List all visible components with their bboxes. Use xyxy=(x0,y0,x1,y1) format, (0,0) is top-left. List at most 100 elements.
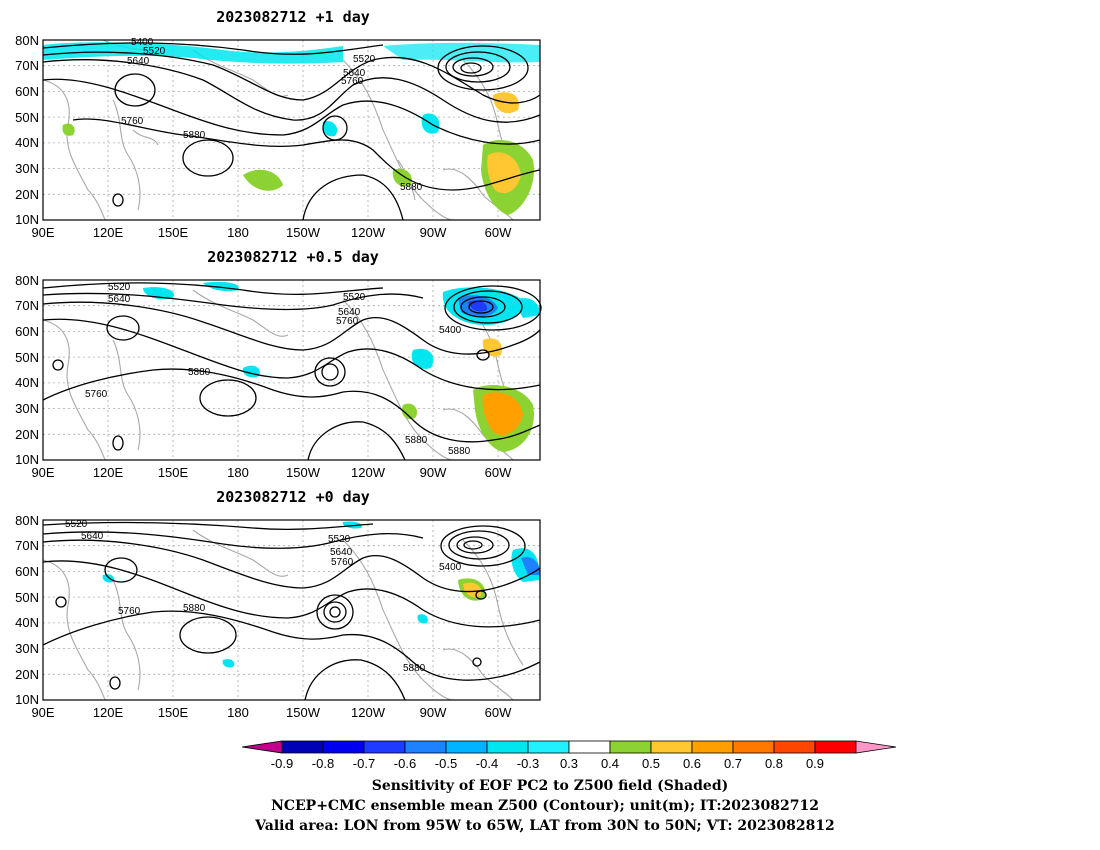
lon-tick: 180 xyxy=(227,705,249,720)
colorbar-box xyxy=(322,740,365,754)
contour-label: 5520 xyxy=(143,46,166,57)
lat-tick: 80N xyxy=(15,33,39,48)
map-frame xyxy=(42,519,541,701)
colorbar-box xyxy=(609,740,652,754)
panel-plus-0-day: 2023082712 +0 day xyxy=(15,488,541,720)
caption-line-1: Sensitivity of EOF PC2 to Z500 field (Sh… xyxy=(372,778,728,794)
lon-tick: 150E xyxy=(158,465,189,480)
contour-label: 5640 xyxy=(338,307,361,318)
colorbar-box xyxy=(732,740,775,754)
lon-tick: 120E xyxy=(93,465,124,480)
map-area: 5400 5520 5640 5520 5640 5760 5760 5880 … xyxy=(42,37,541,221)
lon-ticks: 90E 120E 150E 180 150W 120W 90W 60W xyxy=(31,705,512,720)
colorbar-box xyxy=(650,740,693,754)
lat-tick: 60N xyxy=(15,324,39,339)
colorbar-label: 0.3 xyxy=(560,756,578,771)
colorbar-label: -0.7 xyxy=(353,756,375,771)
colorbar-box xyxy=(404,740,447,754)
contour-label: 5880 xyxy=(448,446,471,457)
panel-plus-1-day: 2023082712 +1 day xyxy=(15,8,541,240)
lat-tick: 80N xyxy=(15,273,39,288)
colorbar-label: -0.9 xyxy=(271,756,293,771)
colorbar-box xyxy=(568,740,611,754)
sensitivity-shading xyxy=(43,42,540,215)
lat-tick: 80N xyxy=(15,513,39,528)
colorbar-box xyxy=(363,740,406,754)
panel-plus-0-5-day: 2023082712 +0.5 day xyxy=(15,248,542,480)
lat-tick: 40N xyxy=(15,375,39,390)
lon-tick: 120W xyxy=(351,705,386,720)
lat-tick: 70N xyxy=(15,298,39,313)
lat-tick: 30N xyxy=(15,161,39,176)
contour-label: 5880 xyxy=(183,603,206,614)
coastlines xyxy=(42,529,524,701)
lon-tick: 120E xyxy=(93,705,124,720)
colorbar-box xyxy=(527,740,570,754)
lon-tick: 90W xyxy=(420,705,447,720)
contour-label: 5880 xyxy=(400,182,423,193)
contour-label: 5760 xyxy=(85,389,108,400)
colorbar-label: 0.7 xyxy=(724,756,742,771)
contour-label: 5640 xyxy=(81,531,104,542)
lon-tick: 150W xyxy=(286,705,321,720)
map-area: 5520 5640 5520 5640 5760 5400 5760 5880 … xyxy=(42,519,541,701)
panel-title: 2023082712 +0.5 day xyxy=(207,248,379,266)
colorbar-box xyxy=(445,740,488,754)
lon-tick: 90W xyxy=(420,465,447,480)
contour-label: 5400 xyxy=(439,325,462,336)
lat-tick: 10N xyxy=(15,452,39,467)
map-background xyxy=(43,40,540,220)
panel-title: 2023082712 +0 day xyxy=(216,488,370,506)
lon-ticks: 90E 120E 150E 180 150W 120W 90W 60W xyxy=(31,465,512,480)
contour-label: 5880 xyxy=(188,367,211,378)
lon-tick: 180 xyxy=(227,465,249,480)
lon-tick: 180 xyxy=(227,225,249,240)
colorbar: -0.9 -0.8 -0.7 -0.6 -0.5 -0.4 -0.3 0.3 0… xyxy=(241,740,897,771)
colorbar-label: 0.4 xyxy=(601,756,619,771)
lat-tick: 30N xyxy=(15,641,39,656)
contour-label: 5520 xyxy=(353,54,376,65)
lon-tick: 120W xyxy=(351,225,386,240)
colorbar-box xyxy=(486,740,529,754)
colorbar-box xyxy=(691,740,734,754)
lat-tick: 10N xyxy=(15,212,39,227)
map-area: 5520 5640 5520 5640 5760 5400 5880 5760 … xyxy=(42,279,542,461)
colorbar-box xyxy=(773,740,816,754)
lat-tick: 20N xyxy=(15,427,39,442)
lat-tick: 30N xyxy=(15,401,39,416)
lat-tick: 60N xyxy=(15,564,39,579)
lon-tick: 90E xyxy=(31,225,54,240)
colorbar-end-low xyxy=(241,740,283,754)
lat-tick: 50N xyxy=(15,590,39,605)
caption-line-2: NCEP+CMC ensemble mean Z500 (Contour); u… xyxy=(271,798,819,814)
colorbar-label: -0.6 xyxy=(394,756,416,771)
lon-tick: 90W xyxy=(420,225,447,240)
lat-tick: 40N xyxy=(15,615,39,630)
lon-tick: 90E xyxy=(31,465,54,480)
map-frame xyxy=(42,39,541,221)
colorbar-label: 0.6 xyxy=(683,756,701,771)
lat-ticks: 80N 70N 60N 50N 40N 30N 20N 10N xyxy=(15,33,39,227)
colorbar-label: -0.3 xyxy=(517,756,539,771)
map-background xyxy=(43,520,540,700)
contour-label: 5640 xyxy=(108,294,131,305)
colorbar-labels: -0.9 -0.8 -0.7 -0.6 -0.5 -0.4 -0.3 0.3 0… xyxy=(271,756,824,771)
lon-tick: 60W xyxy=(485,225,512,240)
contour-label: 5760 xyxy=(331,557,354,568)
contour-labels: 5520 5640 5520 5640 5760 5400 5880 5760 … xyxy=(85,282,471,457)
contour-label: 5400 xyxy=(131,37,154,48)
contour-label: 5640 xyxy=(343,68,366,79)
lon-tick: 60W xyxy=(485,705,512,720)
colorbar-end-high xyxy=(855,740,897,754)
colorbar-label: 0.5 xyxy=(642,756,660,771)
colorbar-label: -0.4 xyxy=(476,756,498,771)
z500-contours xyxy=(42,42,541,221)
contour-label: 5520 xyxy=(108,282,131,293)
contour-label: 5520 xyxy=(343,292,366,303)
lon-tick: 150W xyxy=(286,465,321,480)
contour-labels: 5400 5520 5640 5520 5640 5760 5760 5880 … xyxy=(121,37,423,193)
lat-tick: 40N xyxy=(15,135,39,150)
lat-tick: 50N xyxy=(15,350,39,365)
lat-ticks: 80N 70N 60N 50N 40N 30N 20N 10N xyxy=(15,273,39,467)
